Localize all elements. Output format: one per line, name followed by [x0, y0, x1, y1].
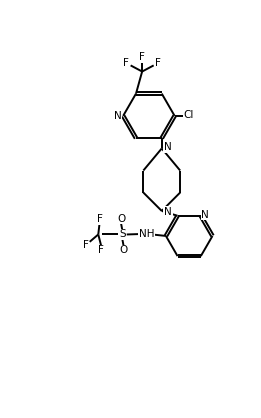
Text: F: F — [98, 245, 104, 255]
Text: F: F — [123, 58, 129, 68]
Text: F: F — [82, 240, 88, 250]
Text: F: F — [139, 52, 145, 62]
Text: F: F — [97, 214, 102, 224]
Text: O: O — [117, 214, 125, 224]
Text: NH: NH — [139, 229, 155, 239]
Text: N: N — [164, 207, 172, 217]
Text: S: S — [119, 229, 126, 240]
Text: Cl: Cl — [184, 110, 194, 120]
Text: O: O — [119, 245, 128, 255]
Text: F: F — [155, 58, 161, 68]
Text: N: N — [164, 142, 172, 152]
Text: N: N — [201, 209, 209, 219]
Text: N: N — [114, 111, 122, 121]
